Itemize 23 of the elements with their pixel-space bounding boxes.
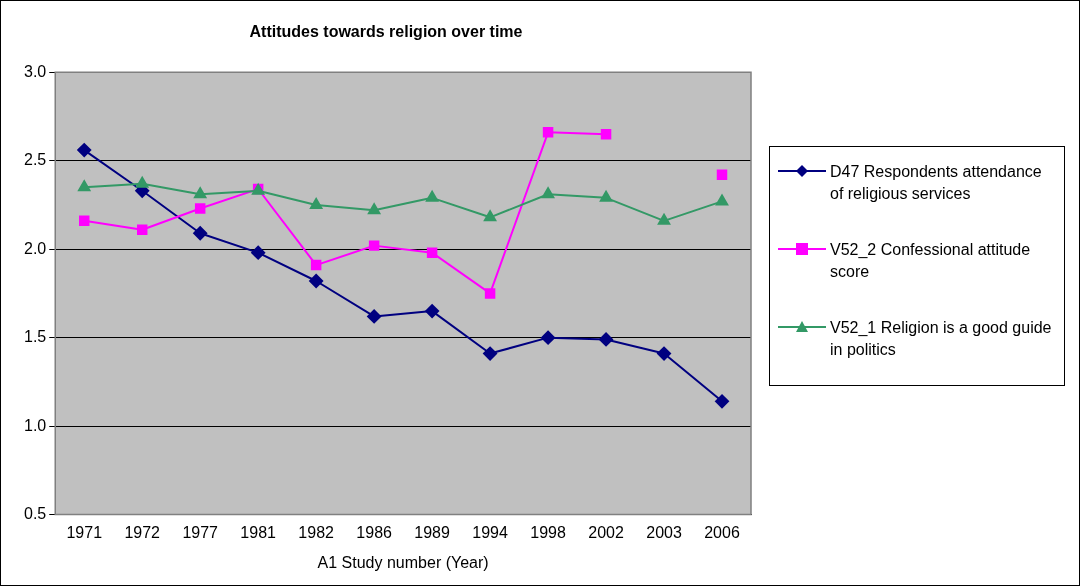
x-tick-label: 2006	[704, 523, 740, 541]
x-tick-label: 2002	[588, 523, 624, 541]
x-tick-label: 1994	[472, 523, 508, 541]
chart-title: Attitudes towards religion over time	[249, 23, 523, 41]
legend-label: V52_1 Religion is a good guide in politics	[830, 318, 1053, 360]
legend-label: D47 Respondents attendance of religious services	[830, 162, 1043, 204]
y-tick-label: 2.0	[23, 239, 47, 257]
x-tick-label: 1972	[124, 523, 161, 541]
y-tick-label: 3.0	[23, 62, 47, 80]
x-tick-label: 1982	[298, 523, 335, 541]
y-tick-label: 0.5	[23, 505, 47, 523]
x-axis-title: A1 Study number (Year)	[317, 553, 489, 571]
x-tick-label: 1986	[356, 523, 393, 541]
x-tick-label: 2003	[646, 523, 682, 541]
y-tick-label: 2.5	[23, 151, 47, 169]
x-tick-label: 1977	[182, 523, 219, 541]
legend-label: V52_2 Confessional attitude score	[830, 240, 1032, 282]
x-tick-label: 1981	[240, 523, 277, 541]
x-tick-label: 1998	[530, 523, 566, 541]
x-tick-label: 1989	[414, 523, 451, 541]
y-tick-label: 1.0	[23, 416, 47, 434]
y-tick-label: 1.5	[23, 328, 47, 346]
x-tick-label: 1971	[66, 523, 103, 541]
